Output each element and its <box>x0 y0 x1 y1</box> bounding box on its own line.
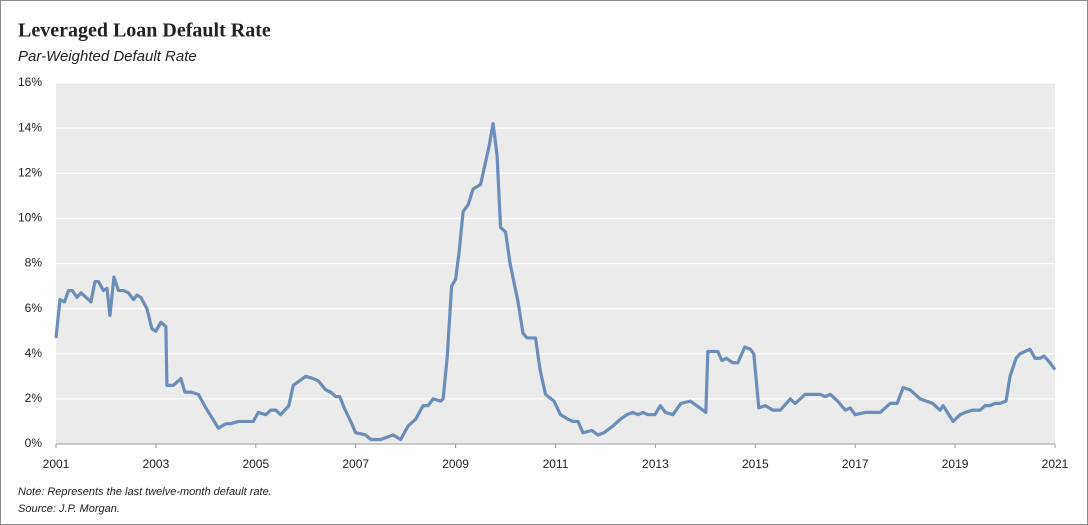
y-tick-label: 8% <box>25 256 43 270</box>
x-tick-label: 2007 <box>342 457 369 471</box>
chart-subtitle: Par-Weighted Default Rate <box>18 48 197 65</box>
x-tick-label: 2011 <box>543 457 569 471</box>
y-tick-label: 6% <box>25 301 43 315</box>
y-tick-label: 4% <box>25 346 43 360</box>
x-tick-label: 2013 <box>642 457 669 471</box>
x-tick-label: 2003 <box>143 457 170 471</box>
source: Source: J.P. Morgan. <box>18 503 120 515</box>
y-tick-label: 2% <box>25 391 43 405</box>
x-tick-label: 2005 <box>242 457 269 471</box>
note: Note: Represents the last twelve-month d… <box>18 486 272 498</box>
x-tick-label: 2017 <box>842 457 869 471</box>
y-tick-label: 10% <box>18 211 42 225</box>
x-tick-label: 2019 <box>942 457 969 471</box>
x-tick-label: 2001 <box>43 457 70 471</box>
y-tick-label: 0% <box>25 436 43 450</box>
series-line <box>54 122 1057 442</box>
x-tick-label: 2009 <box>442 457 469 471</box>
chart-title: Leveraged Loan Default Rate <box>18 20 271 42</box>
y-tick-label: 14% <box>18 120 42 134</box>
x-tick-label: 2021 <box>1042 457 1069 471</box>
y-tick-label: 16% <box>18 75 42 89</box>
y-tick-label: 12% <box>18 165 42 179</box>
x-tick-label: 2015 <box>742 457 769 471</box>
